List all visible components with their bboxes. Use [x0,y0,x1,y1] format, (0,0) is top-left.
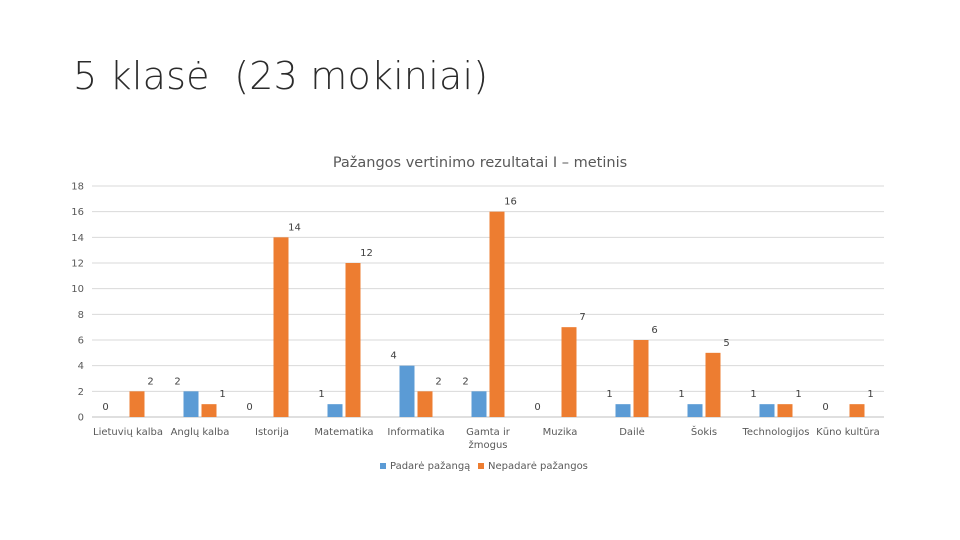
y-tick-label: 6 [78,336,84,347]
bar-padare [687,404,703,417]
bar-nepadare [489,211,505,417]
data-label: 2 [435,376,441,387]
bar-padare [399,365,415,417]
bar-padare [615,404,631,417]
bar-padare [759,404,775,417]
legend-swatch [380,463,386,469]
y-tick-label: 16 [71,207,84,218]
category-label: Gamta ir [466,427,511,438]
y-tick-label: 10 [71,284,84,295]
data-label: 1 [219,389,225,400]
category-label: Matematika [314,427,373,438]
data-label: 1 [867,389,873,400]
data-label: 0 [534,402,540,413]
data-label: 0 [102,402,108,413]
bar-nepadare [777,404,793,417]
bar-nepadare [849,404,865,417]
y-tick-label: 8 [78,310,84,321]
y-tick-label: 14 [71,233,84,244]
data-label: 4 [390,351,396,362]
slide-title: 5 klasė (23 mokiniai) [73,54,489,98]
bar-nepadare [561,327,577,417]
bar-nepadare [201,404,217,417]
category-label: Istorija [255,427,289,438]
bar-padare [471,391,487,417]
bar-nepadare [633,340,649,417]
data-label: 6 [651,325,657,336]
category-label: Muzika [543,427,578,438]
data-label: 0 [246,402,252,413]
bar-nepadare [705,352,721,417]
bar-nepadare [273,237,289,417]
data-label: 5 [723,338,729,349]
legend-label: Padarė pažangą [390,460,470,472]
category-label: Kūno kultūra [816,427,880,438]
data-label: 1 [606,389,612,400]
data-label: 16 [504,197,517,208]
category-label: Lietuvių kalba [93,427,163,438]
category-label: Technologijos [742,427,810,438]
y-tick-label: 2 [78,387,84,398]
y-tick-label: 4 [78,361,84,372]
bar-padare [327,404,343,417]
legend-label: Nepadarė pažangos [488,460,588,472]
data-label: 1 [678,389,684,400]
bars [129,211,865,417]
bar-padare [183,391,199,417]
bar-nepadare [345,263,361,417]
y-tick-label: 12 [71,259,84,270]
data-label: 1 [750,389,756,400]
data-label: 12 [360,248,373,259]
data-label: 2 [174,376,180,387]
data-label: 2 [462,376,468,387]
chart-title: Pažangos vertinimo rezultatai I – metini… [333,155,627,171]
bar-nepadare [417,391,433,417]
data-label: 7 [579,312,585,323]
y-tick-label: 18 [71,182,84,193]
category-label: Šokis [691,425,717,438]
data-label: 1 [318,389,324,400]
y-axis-ticks: 0 2 4 6 8 10 12 14 16 18 [71,182,84,424]
legend: Padarė pažangą Nepadarė pažangos [380,460,588,472]
data-label: 2 [147,376,153,387]
legend-swatch [478,463,484,469]
x-axis-categories: Lietuvių kalba Anglų kalba Istorija Matemat… [93,425,880,451]
gridlines [92,185,884,418]
category-label: Informatika [387,427,444,438]
category-label: žmogus [468,439,507,451]
data-label: 1 [795,389,801,400]
data-label: 14 [288,222,301,233]
category-label: Dailė [619,427,645,438]
category-label: Anglų kalba [171,427,230,438]
data-label: 0 [822,402,828,413]
bar-nepadare [129,391,145,417]
y-tick-label: 0 [78,413,84,424]
